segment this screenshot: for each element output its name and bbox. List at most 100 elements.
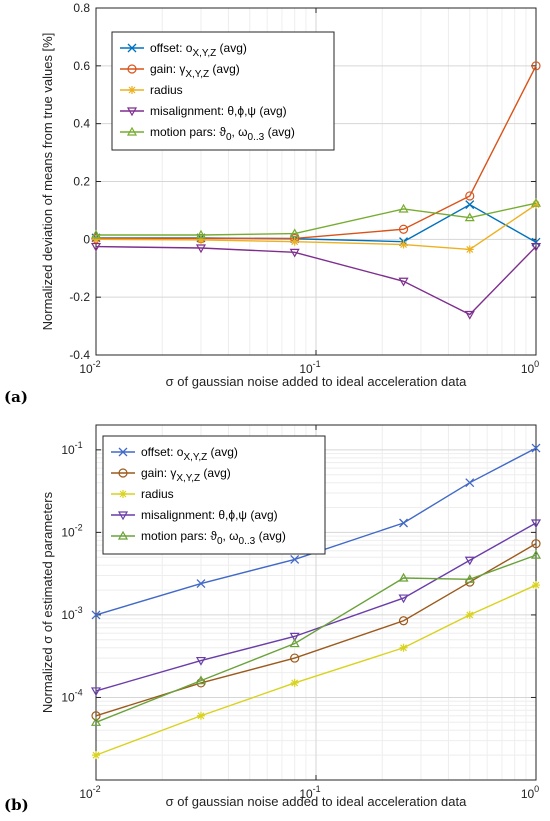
data-point — [90, 229, 102, 239]
y-axis-label: Normalized σ of estimated parameters — [40, 491, 55, 713]
data-point — [465, 200, 475, 210]
legend-entry: misalignment: θ,ϕ,ψ (avg) — [120, 104, 287, 118]
data-point — [465, 191, 475, 201]
legend-marker — [117, 530, 129, 540]
data-point — [398, 594, 409, 604]
data-point — [530, 242, 542, 252]
data-point — [289, 248, 300, 258]
legend-marker — [119, 490, 127, 498]
data-point — [464, 556, 475, 566]
legend-label: motion pars: ϑ0, ω0..3 (avg) — [150, 125, 295, 143]
series-line — [95, 522, 537, 692]
legend: offset: oX,Y,Z (avg) gain: γX,Y,Z (avg) ra… — [102, 435, 326, 555]
data-point — [195, 675, 207, 685]
data-point — [398, 277, 409, 287]
legend-box — [111, 31, 335, 151]
data-point — [465, 478, 475, 488]
series-line — [96, 65, 537, 240]
legend-label: gain: γX,Y,Z (avg) — [150, 62, 240, 80]
series-line — [95, 447, 537, 616]
y-tick-label: -0.2 — [69, 290, 90, 304]
data-point — [398, 203, 409, 213]
data-point — [195, 656, 207, 666]
data-point — [91, 610, 101, 620]
data-point — [532, 200, 540, 209]
data-point — [90, 687, 102, 697]
y-tick-label: 0.6 — [73, 59, 90, 73]
legend-entry: radius — [120, 83, 183, 97]
legend-marker — [128, 86, 136, 94]
y-tick-label: 10-4 — [61, 687, 82, 704]
panel-label: (b) — [4, 796, 29, 814]
data-point — [290, 237, 299, 246]
legend-box — [102, 435, 326, 555]
legend-entry: motion pars: ϑ0, ω0..3 (avg) — [111, 529, 286, 547]
series-line — [95, 554, 537, 723]
data-point — [398, 572, 409, 582]
data-point — [399, 518, 409, 528]
legend-entry: gain: γX,Y,Z (avg) — [111, 466, 231, 484]
legend-entry: gain: γX,Y,Z (avg) — [120, 62, 240, 80]
y-tick-label: 10-2 — [61, 522, 82, 539]
legend-entry: motion pars: ϑ0, ω0..3 (avg) — [120, 125, 295, 143]
x-tick-label: 10-2 — [79, 784, 100, 801]
legend-marker — [117, 511, 129, 521]
y-tick-label: 0.4 — [73, 117, 90, 131]
data-point — [290, 554, 300, 564]
data-point — [531, 61, 541, 71]
legend-marker — [118, 447, 128, 457]
series-3 — [90, 519, 542, 697]
data-point — [196, 235, 205, 244]
x-tick-label: 100 — [521, 784, 539, 801]
legend-marker — [126, 126, 138, 136]
series-line — [96, 202, 537, 236]
data-point — [92, 235, 100, 244]
data-point — [289, 228, 300, 238]
legend-label: radius — [141, 487, 174, 501]
data-point — [464, 574, 475, 583]
series-line — [95, 204, 537, 251]
legend-entry: radius — [111, 487, 174, 501]
series-1 — [91, 61, 541, 244]
series-line — [95, 584, 537, 756]
legend-marker — [127, 64, 137, 74]
data-point — [530, 549, 542, 559]
y-tick-label: 10-3 — [61, 605, 82, 622]
y-axis-label: Normalized deviation of means from true … — [40, 33, 55, 331]
data-point — [398, 616, 409, 626]
legend-label: gain: γX,Y,Z (avg) — [141, 466, 231, 484]
data-point — [289, 632, 300, 642]
legend-label: offset: oX,Y,Z (avg) — [150, 41, 247, 59]
legend-label: offset: oX,Y,Z (avg) — [141, 445, 238, 463]
series-0 — [91, 443, 541, 620]
x-axis-label: σ of gaussian noise added to ideal accel… — [166, 374, 468, 389]
data-point — [464, 212, 475, 222]
series-line — [95, 245, 537, 316]
data-point — [90, 717, 102, 726]
legend-label: radius — [150, 83, 183, 97]
data-point — [465, 610, 474, 619]
data-point — [90, 242, 102, 252]
legend-marker — [118, 468, 128, 478]
legend-entry: misalignment: θ,ϕ,ψ (avg) — [111, 508, 278, 522]
data-point — [531, 539, 541, 549]
data-point — [399, 240, 408, 249]
data-point — [290, 653, 300, 663]
x-axis-label: σ of gaussian noise added to ideal accel… — [166, 794, 468, 809]
series-4 — [90, 549, 542, 726]
data-point — [465, 245, 474, 254]
legend-marker — [127, 43, 137, 53]
data-point — [92, 751, 100, 760]
legend-label: misalignment: θ,ϕ,ψ (avg) — [141, 508, 278, 522]
y-tick-label: 10-1 — [61, 440, 82, 457]
legend-label: misalignment: θ,ϕ,ψ (avg) — [150, 104, 287, 118]
legend-label: motion pars: ϑ0, ω0..3 (avg) — [141, 529, 286, 547]
data-point — [290, 678, 299, 687]
legend-entry: offset: oX,Y,Z (avg) — [111, 445, 238, 463]
series-4 — [90, 197, 542, 239]
y-tick-label: 0.2 — [73, 175, 90, 189]
x-tick-label: 10-2 — [79, 359, 100, 376]
